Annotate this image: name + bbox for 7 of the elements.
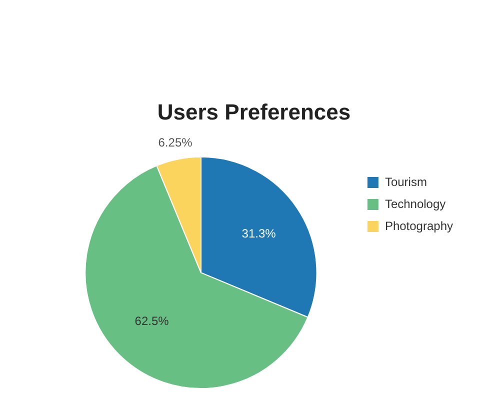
data-label: 6.25% (158, 136, 193, 150)
legend-label: Technology (384, 196, 446, 211)
legend-label: Tourism (384, 174, 427, 189)
chart-title: Users Preferences (157, 99, 351, 124)
data-label: 62.5% (134, 314, 170, 328)
data-label: 31.3% (242, 226, 276, 240)
legend-label: Photography (384, 218, 454, 233)
